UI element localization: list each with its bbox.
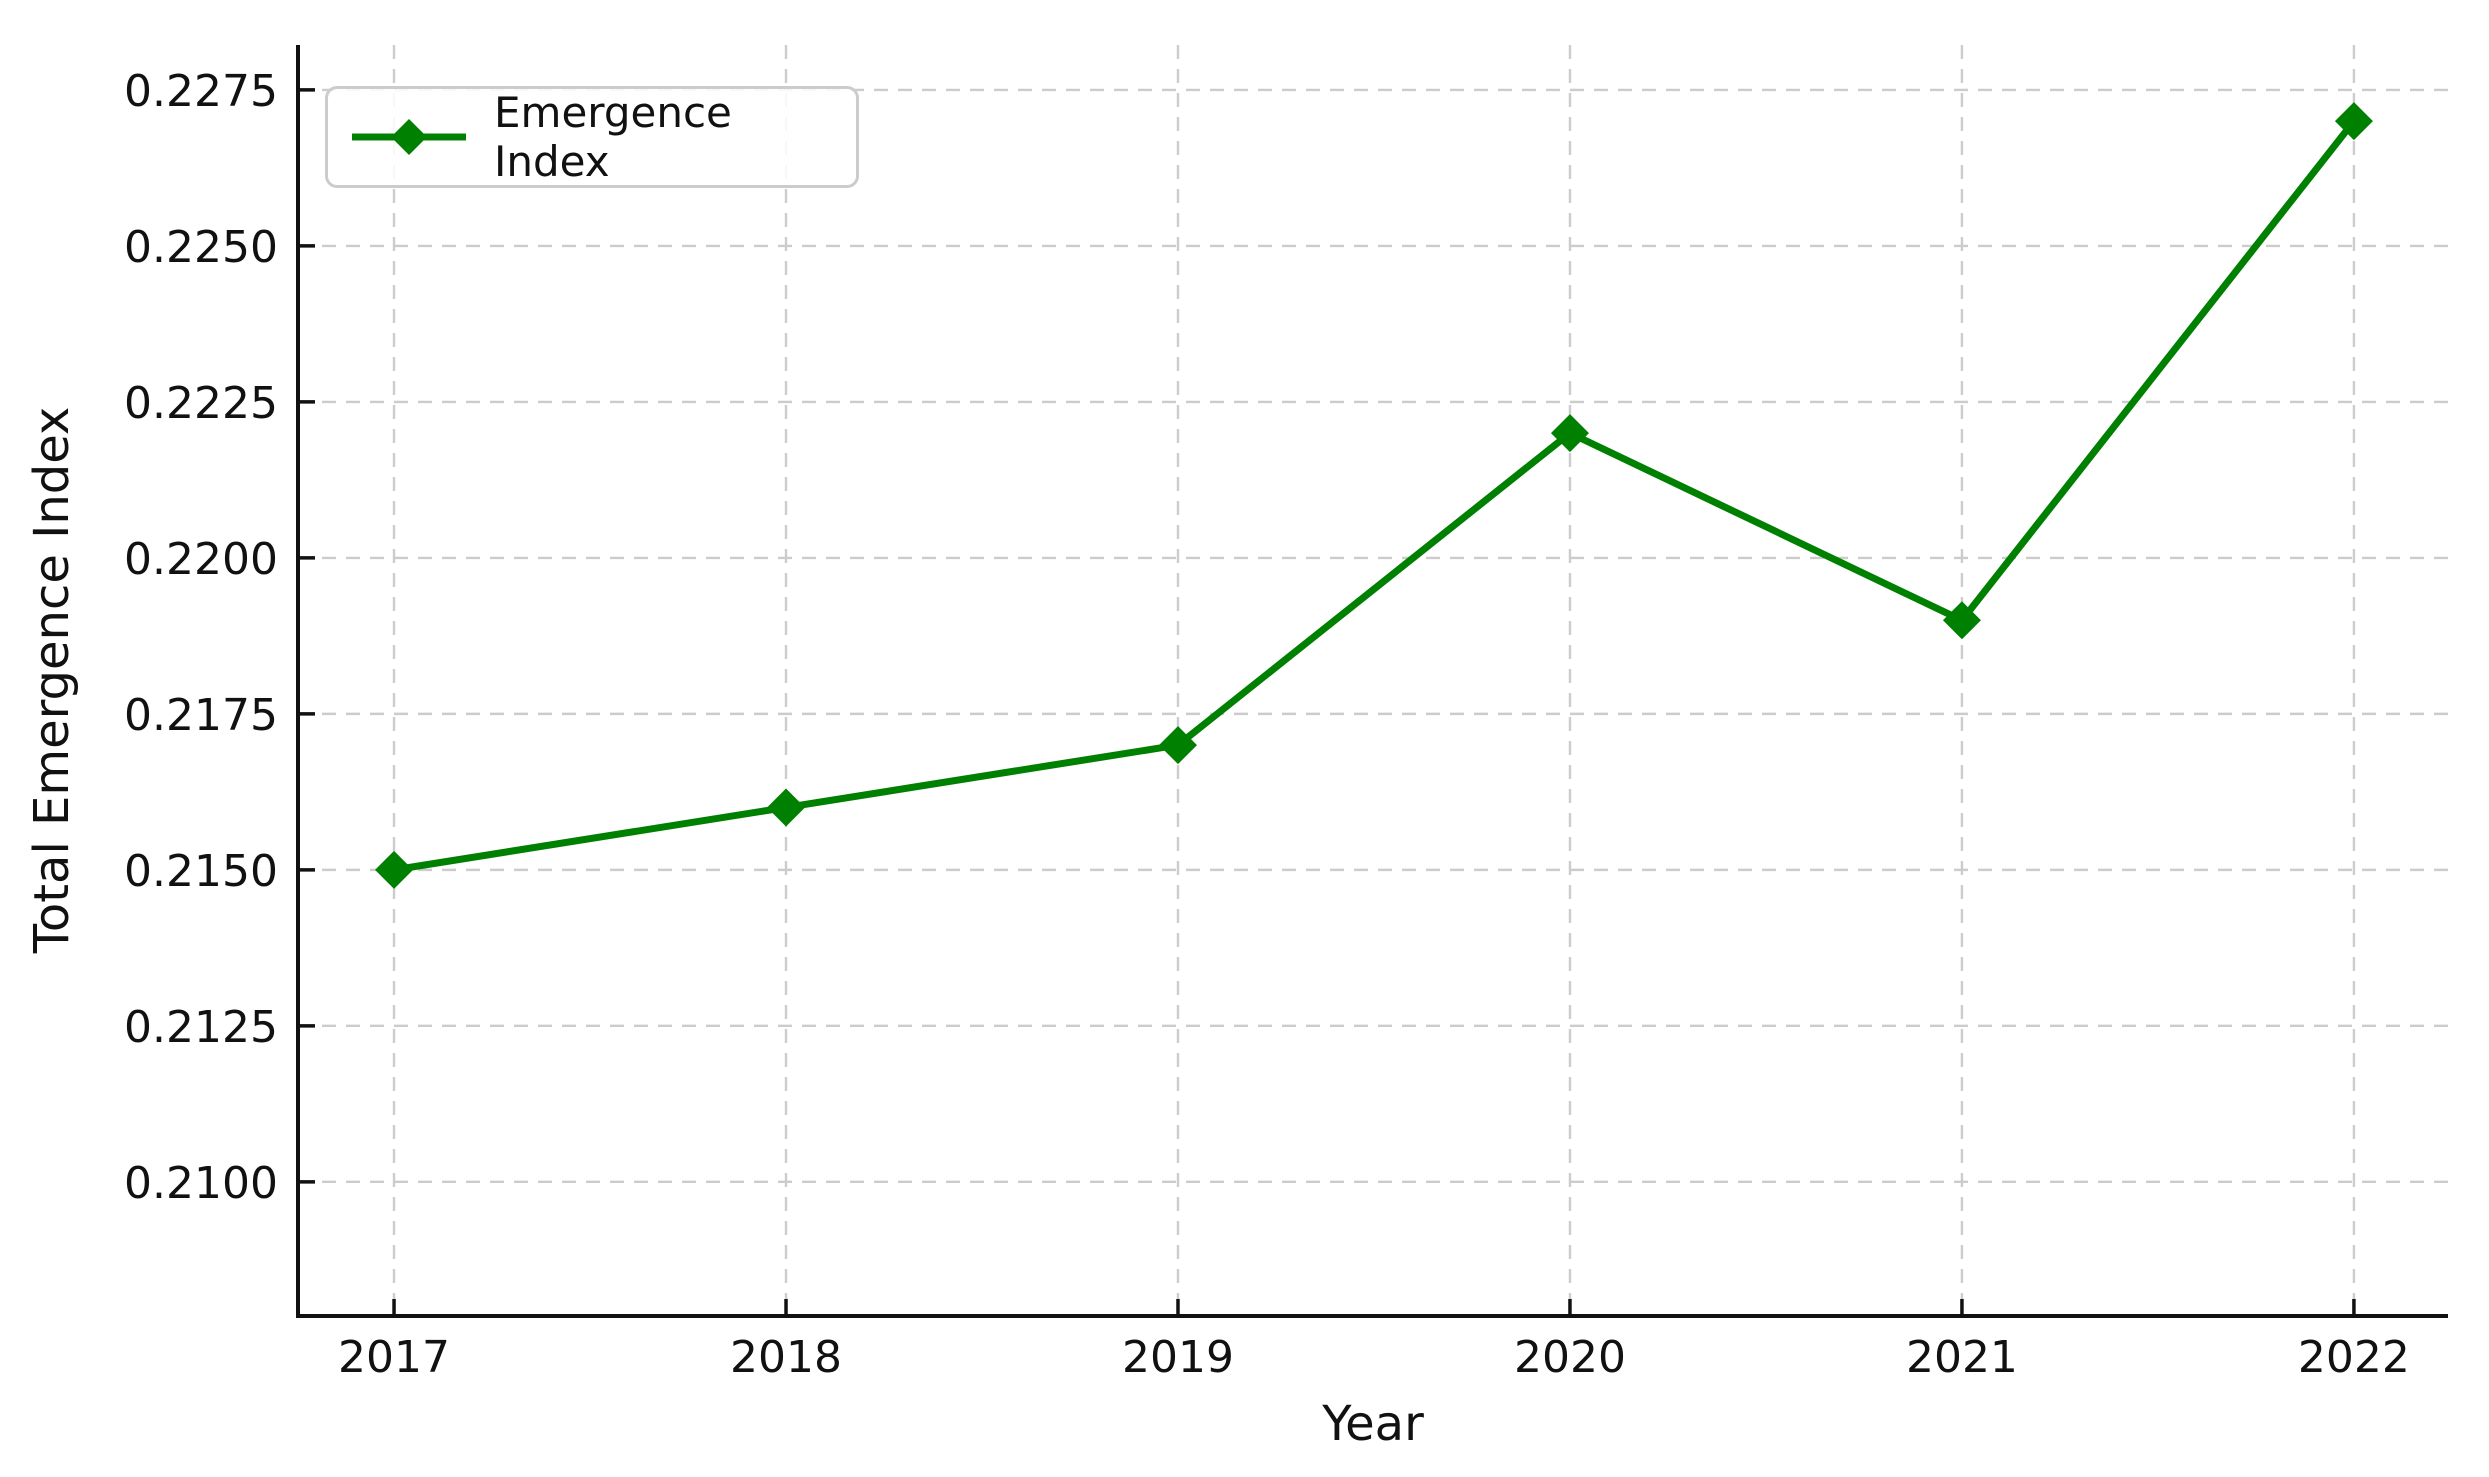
data-point-marker [1158,726,1197,765]
x-tick-label: 2017 [338,1332,450,1383]
data-point-marker [1942,601,1981,640]
x-tick-label: 2020 [1514,1332,1626,1383]
x-tick-label: 2018 [730,1332,842,1383]
y-tick-label: 0.2175 [124,690,278,741]
y-tick-label: 0.2275 [124,66,278,117]
series-line [390,117,2358,874]
y-tick-label: 0.2150 [124,846,278,897]
y-tick-label: 0.2200 [124,534,278,585]
legend: Emergence Index [325,86,859,188]
legend-line-marker-icon [352,119,466,155]
data-point-marker [767,788,806,827]
legend-label: Emergence Index [494,88,732,186]
x-tick-label: 2019 [1122,1332,1234,1383]
data-point-marker [1550,414,1589,453]
y-axis-label: Total Emergence Index [24,406,80,954]
y-tick-label: 0.2100 [124,1158,278,1209]
x-tick-label: 2022 [2298,1332,2410,1383]
y-tick-label: 0.2225 [124,378,278,429]
x-tick-label: 2021 [1906,1332,2018,1383]
data-point-marker [375,850,414,889]
data-point-marker [2334,102,2373,141]
y-tick-label: 0.2125 [124,1002,278,1053]
y-tick-label: 0.2250 [124,222,278,273]
x-axis-label: Year [1322,1396,1424,1452]
